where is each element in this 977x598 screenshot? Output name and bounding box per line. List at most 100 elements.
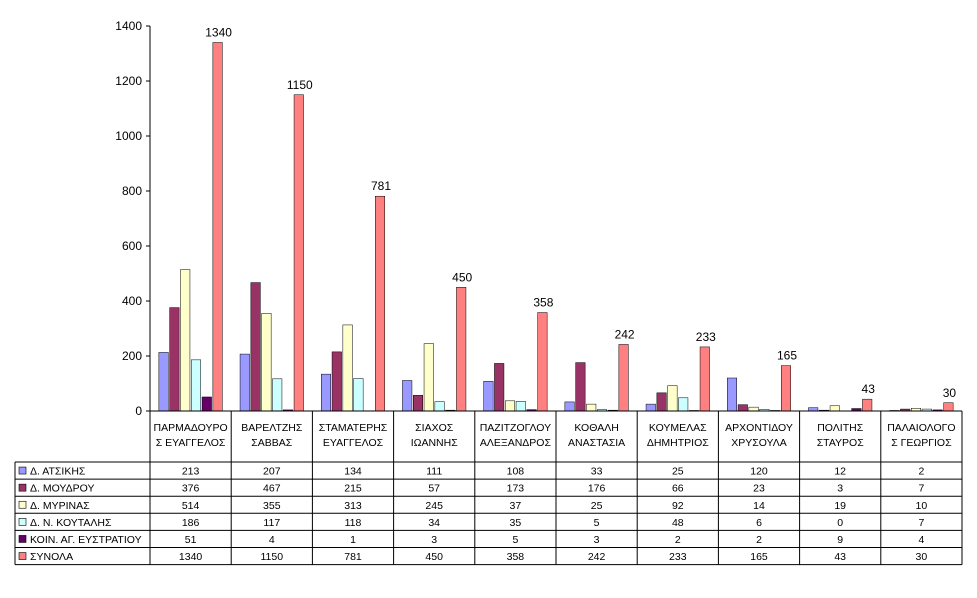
bar — [564, 401, 575, 412]
y-tick-label: 600 — [122, 239, 142, 253]
table-cell: 10 — [916, 500, 928, 512]
y-tick-label: 800 — [122, 184, 142, 198]
bar — [645, 403, 656, 412]
category-label: ΚΟΘΑΛΗ — [574, 422, 618, 434]
bar — [180, 269, 191, 412]
legend-entry: Δ. ΜΥΡΙΝΑΣ — [30, 500, 90, 512]
table-cell: 7 — [918, 483, 924, 495]
table-cell: 233 — [669, 551, 687, 563]
data-label: 233 — [696, 330, 716, 344]
table-cell: 3 — [837, 483, 843, 495]
legend-entry: Δ. ΑΤΣΙΚΗΣ — [30, 466, 86, 478]
category-label: ΑΡΧΟΝΤΙΔΟΥ — [725, 422, 793, 434]
legend-swatch — [18, 552, 27, 560]
table-cell: 4 — [269, 534, 275, 546]
table-cell: 467 — [263, 483, 281, 495]
bar — [250, 282, 261, 412]
table-cell: 358 — [507, 551, 525, 563]
y-tick-label: 0 — [135, 404, 142, 418]
table-cell: 120 — [750, 466, 768, 478]
bar — [402, 380, 413, 412]
category-label: ΠΑΡΜΑΔΟΥΡΟ — [154, 422, 228, 434]
bar — [201, 396, 212, 412]
table-cell: 2 — [756, 534, 762, 546]
table-cell: 30 — [916, 551, 928, 563]
category-label: Σ ΓΕΩΡΓΙΟΣ — [891, 437, 952, 449]
bar — [781, 365, 791, 412]
table-cell: 118 — [345, 517, 362, 529]
table-cell: 92 — [672, 500, 684, 512]
table-cell: 186 — [182, 517, 200, 529]
category-label: ΣΙΑΧΟΣ — [415, 422, 454, 434]
table-cell: 5 — [512, 534, 518, 546]
category-label: ΔΗΜΗΤΡΙΟΣ — [647, 437, 709, 449]
table-cell: 34 — [428, 517, 440, 529]
bar — [239, 353, 250, 412]
bar — [321, 373, 331, 412]
category-label: ΑΛΕΞΑΝΔΡΟΣ — [480, 437, 552, 449]
bar — [342, 324, 353, 412]
y-tick-label: 400 — [122, 294, 142, 308]
bar — [191, 359, 201, 412]
table-cell: 9 — [837, 534, 843, 546]
y-tick-label: 1000 — [115, 129, 142, 143]
table-cell: 0 — [837, 517, 843, 529]
table-cell: 33 — [591, 466, 603, 478]
table-cell: 12 — [834, 466, 846, 478]
bar — [353, 378, 364, 412]
bar — [293, 94, 304, 412]
table-cell: 43 — [834, 551, 846, 563]
table-cell: 313 — [344, 500, 362, 512]
table-cell: 19 — [834, 500, 846, 512]
bar — [586, 403, 597, 412]
bar — [158, 352, 169, 412]
bar — [862, 398, 873, 412]
data-label: 450 — [452, 270, 472, 284]
table-cell: 57 — [428, 483, 440, 495]
category-label: ΠΟΛΙΤΗΣ — [817, 422, 863, 434]
bar — [656, 392, 667, 412]
table-cell: 134 — [344, 466, 362, 478]
legend-swatch — [18, 466, 27, 475]
table-cell: 781 — [344, 551, 362, 563]
table-cell: 213 — [182, 466, 200, 478]
category-label: ΚΟΥΜΕΛΑΣ — [649, 422, 707, 434]
table-cell: 66 — [672, 483, 684, 495]
data-label: 165 — [777, 349, 797, 363]
bar — [483, 381, 494, 412]
bar — [434, 401, 445, 412]
legend-entry: Δ. ΜΟΥΔΡΟΥ — [30, 483, 95, 495]
bar — [169, 307, 180, 412]
table-cell: 1 — [350, 534, 356, 546]
category-label: ΠΑΛΑΙΟΛΟΓΟ — [887, 422, 955, 434]
category-label: ΧΡΥΣΟΥΛΑ — [731, 437, 787, 449]
bar — [505, 400, 515, 412]
bar — [748, 406, 759, 412]
table-cell: 37 — [510, 500, 522, 512]
category-label: ΣΤΑΥΡΟΣ — [817, 437, 865, 449]
table-cell: 376 — [182, 483, 200, 495]
legend-swatch — [18, 518, 27, 526]
table-cell: 108 — [507, 466, 525, 478]
legend-swatch — [18, 535, 27, 543]
table-cell: 51 — [185, 534, 197, 546]
table-cell: 14 — [753, 500, 765, 512]
y-tick-label: 1200 — [115, 74, 142, 88]
bar — [575, 362, 586, 412]
bar — [943, 402, 954, 412]
table-cell: 514 — [182, 500, 200, 512]
bar — [375, 195, 385, 412]
data-label: 30 — [943, 386, 957, 400]
table-cell: 111 — [426, 466, 442, 478]
table-cell: 165 — [750, 551, 768, 563]
bar — [829, 405, 840, 412]
table-cell: 355 — [263, 500, 281, 512]
table-cell: 3 — [594, 534, 600, 546]
legend-entry: ΣΥΝΟΛΑ — [30, 551, 73, 563]
category-label: ΒΑΡΕΛΤΖΗΣ — [241, 422, 303, 434]
table-cell: 25 — [591, 500, 603, 512]
data-label: 781 — [371, 179, 391, 193]
table-cell: 215 — [344, 483, 362, 495]
bar — [331, 351, 342, 412]
